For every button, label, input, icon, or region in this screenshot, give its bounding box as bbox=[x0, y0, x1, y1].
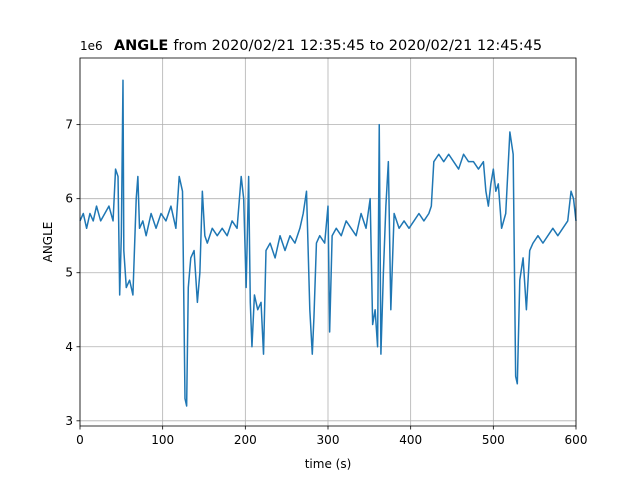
y-tick-label: 7 bbox=[65, 118, 73, 132]
x-tick-label: 200 bbox=[234, 433, 257, 447]
axes-frame bbox=[79, 57, 577, 427]
x-tick-label: 600 bbox=[565, 433, 588, 447]
offset-text: 1e6 bbox=[80, 39, 103, 53]
x-tick-label: 100 bbox=[151, 433, 174, 447]
title-bold: ANGLE bbox=[114, 38, 168, 54]
data-line bbox=[79, 79, 577, 407]
x-tick-label: 0 bbox=[76, 433, 84, 447]
y-tick-label: 3 bbox=[65, 414, 73, 428]
x-tick-label: 400 bbox=[399, 433, 422, 447]
x-tick-label: 500 bbox=[482, 433, 505, 447]
chart-title: ANGLE from 2020/02/21 12:35:45 to 2020/02… bbox=[114, 38, 542, 54]
title-rest: from 2020/02/21 12:35:45 to 2020/02/21 1… bbox=[173, 38, 542, 54]
y-tick-label: 4 bbox=[65, 340, 73, 354]
x-axis-label: time (s) bbox=[305, 457, 352, 471]
y-tick-label: 6 bbox=[65, 192, 73, 206]
x-tick-label: 300 bbox=[317, 433, 340, 447]
y-axis-label: ANGLE bbox=[41, 222, 55, 263]
y-tick-label: 5 bbox=[65, 266, 73, 280]
